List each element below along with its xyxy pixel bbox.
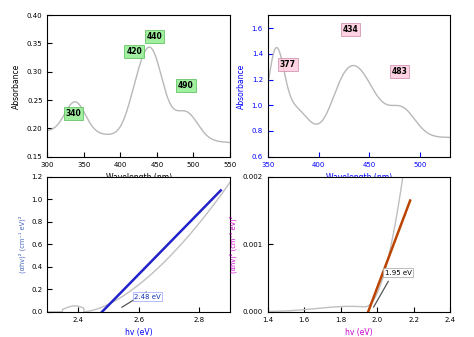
Text: 420: 420	[126, 47, 142, 56]
Text: 1.95 eV: 1.95 eV	[384, 270, 411, 276]
X-axis label: Wavelength (nm): Wavelength (nm)	[326, 173, 392, 182]
Text: 483: 483	[392, 67, 407, 76]
Text: 440: 440	[146, 32, 163, 41]
Text: 434: 434	[343, 25, 359, 34]
X-axis label: hv (eV): hv (eV)	[345, 328, 373, 337]
Y-axis label: Absorbance: Absorbance	[12, 63, 21, 109]
Text: 377: 377	[280, 60, 296, 69]
Text: 2.48 eV: 2.48 eV	[134, 294, 161, 300]
Y-axis label: (αhv)² (cm⁻¹ eV)²: (αhv)² (cm⁻¹ eV)²	[18, 216, 26, 273]
Y-axis label: (αhv)² (cm⁻¹ eV)²: (αhv)² (cm⁻¹ eV)²	[229, 216, 237, 273]
Text: 490: 490	[178, 81, 194, 90]
Text: 340: 340	[66, 109, 82, 118]
X-axis label: hv (eV): hv (eV)	[125, 328, 153, 337]
Y-axis label: Absorbance: Absorbance	[237, 63, 246, 109]
X-axis label: Wavelength (nm): Wavelength (nm)	[106, 173, 172, 182]
